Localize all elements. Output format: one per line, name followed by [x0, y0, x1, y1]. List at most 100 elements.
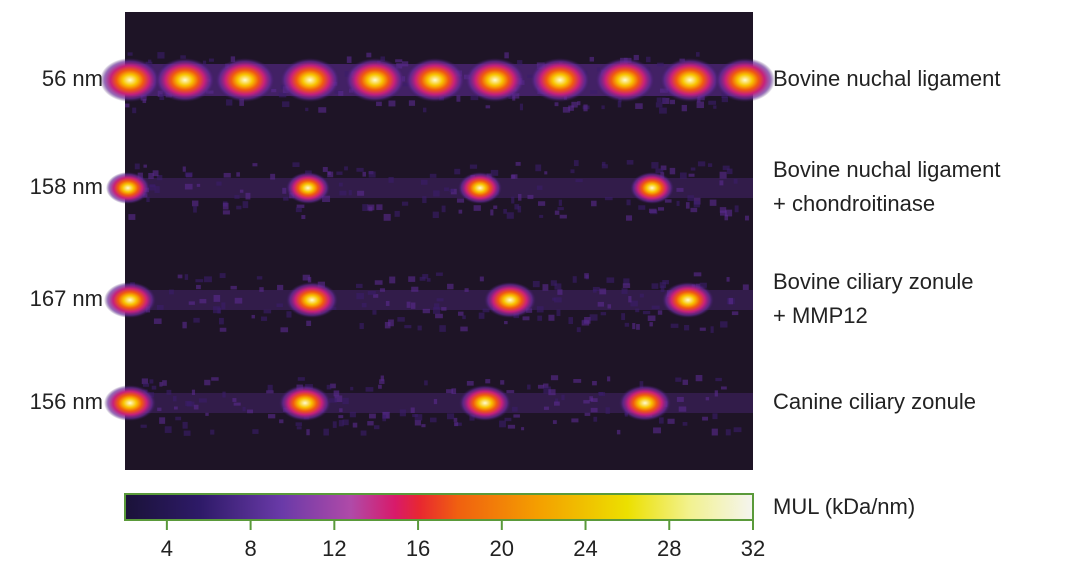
noise — [326, 384, 332, 390]
noise — [270, 173, 276, 180]
noise — [373, 294, 379, 298]
noise — [263, 309, 272, 314]
noise — [222, 202, 229, 210]
noise — [282, 101, 290, 108]
noise — [708, 100, 717, 105]
noise — [132, 107, 137, 114]
noise — [444, 187, 449, 192]
noise — [616, 429, 621, 435]
noise — [421, 424, 426, 428]
noise — [659, 107, 667, 114]
noise — [252, 429, 259, 434]
colorbar — [124, 493, 754, 521]
noise — [511, 196, 515, 204]
noise — [286, 311, 292, 318]
sample-label: + MMP12 — [773, 303, 868, 328]
noise — [217, 307, 222, 314]
noise — [346, 56, 352, 63]
noise — [667, 418, 675, 424]
noise — [626, 160, 634, 165]
noise — [543, 406, 549, 410]
noise — [232, 398, 237, 402]
noise — [352, 422, 358, 428]
noise — [219, 273, 226, 279]
noise — [464, 288, 469, 292]
fibril-bead — [660, 58, 720, 102]
noise — [182, 166, 186, 172]
noise — [149, 379, 154, 384]
noise — [327, 171, 334, 178]
fibril-bead — [484, 282, 536, 318]
noise — [456, 198, 465, 203]
noise — [522, 316, 530, 321]
noise — [455, 422, 462, 426]
noise — [506, 390, 515, 394]
noise — [517, 205, 522, 213]
noise — [482, 308, 490, 313]
fibril-bead — [595, 58, 655, 102]
noise — [657, 207, 665, 211]
noise — [657, 62, 664, 67]
noise — [504, 52, 509, 59]
noise — [605, 407, 610, 414]
noise — [362, 171, 367, 177]
noise — [127, 52, 133, 56]
fibril-bead — [715, 58, 775, 102]
noise — [503, 208, 507, 214]
noise — [725, 429, 731, 436]
noise — [368, 171, 376, 178]
noise — [446, 389, 453, 394]
noise — [355, 283, 363, 289]
colorbar-ticks: 4 8 12 16 20 24 28 32 — [161, 520, 765, 561]
noise — [149, 184, 156, 188]
noise — [635, 103, 643, 109]
noise — [267, 384, 273, 391]
noise — [141, 378, 149, 385]
noise — [557, 207, 564, 211]
noise — [552, 297, 556, 301]
noise — [422, 196, 427, 204]
noise — [636, 324, 640, 330]
noise — [724, 214, 729, 221]
noise — [539, 214, 544, 218]
noise — [591, 200, 597, 207]
noise — [306, 320, 312, 326]
noise — [142, 383, 150, 387]
tick-label: 32 — [741, 536, 765, 561]
noise — [537, 384, 545, 389]
noise — [538, 201, 546, 206]
sample-label: Canine ciliary zonule — [773, 389, 976, 414]
noise — [173, 396, 177, 402]
noise — [454, 168, 461, 175]
noise — [432, 211, 439, 219]
noise — [146, 197, 150, 203]
tick-label: 20 — [490, 536, 514, 561]
noise — [196, 183, 201, 187]
noise — [376, 101, 382, 107]
noise — [191, 389, 196, 395]
noise — [388, 176, 394, 183]
noise — [401, 201, 409, 206]
noise — [670, 323, 679, 328]
noise — [301, 215, 306, 220]
noise — [532, 280, 540, 288]
noise — [593, 416, 598, 422]
noise — [552, 420, 557, 424]
tick-label: 4 — [161, 536, 173, 561]
noise — [744, 215, 749, 221]
noise — [599, 288, 607, 295]
noise — [679, 172, 687, 179]
noise — [457, 311, 464, 316]
noise — [449, 188, 455, 193]
fibril-bead — [405, 58, 465, 102]
noise — [719, 210, 727, 216]
noise — [348, 190, 352, 196]
noise — [642, 310, 651, 315]
noise — [570, 169, 575, 174]
noise — [180, 55, 186, 59]
noise — [338, 91, 344, 96]
noise — [259, 287, 264, 292]
noise — [469, 164, 478, 169]
noise — [622, 283, 631, 288]
noise — [676, 187, 684, 192]
